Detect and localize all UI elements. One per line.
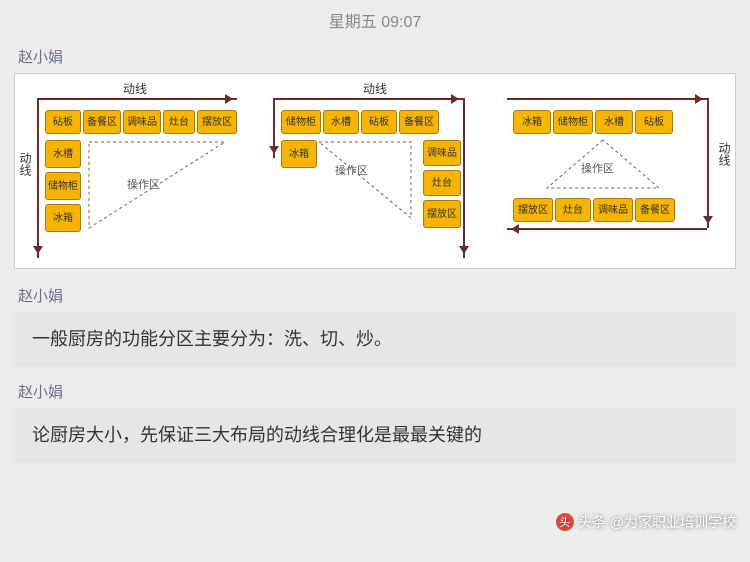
zone-box: 灶台 [423,170,461,196]
sender-name: 赵小娟 [0,379,750,408]
zone-box: 冰箱 [513,110,551,134]
zone-box: 调味品 [423,140,461,166]
flow-label: 动线 [123,80,147,97]
zone-box: 摆放区 [513,198,553,222]
zone-box: 储物柜 [45,172,81,200]
sender-name: 赵小娟 [0,44,750,73]
toutiao-icon: 头 [556,513,574,531]
zone-box: 砧板 [45,110,81,134]
watermark: 头 头条 @为家职业培训学校 [556,512,736,532]
zone-box: 摆放区 [197,110,237,134]
flow-label: 动线 [363,80,387,97]
layout-panel-l: 动线 动线 砧板 备餐区 调味品 灶台 摆放区 水槽 储物柜 冰箱 操作区 [19,82,251,262]
zone-box: 砧板 [635,110,673,134]
zone-box: 水槽 [45,140,81,168]
layout-panel-parallel: 动线 冰箱 储物柜 水槽 砧板 摆放区 灶台 调味品 备餐区 操作区 [499,82,731,262]
message-bubble: 一般厨房的功能分区主要分为：洗、切、炒。 [14,312,736,367]
message-bubble: 论厨房大小，先保证三大布局的动线合理化是最最关键的 [14,408,736,463]
work-label: 操作区 [581,160,614,176]
zone-box: 摆放区 [423,200,461,228]
zone-box: 灶台 [555,198,591,222]
zone-box: 水槽 [323,110,359,134]
zone-box: 备餐区 [399,110,439,134]
watermark-account: @为家职业培训学校 [610,512,736,532]
work-label: 操作区 [127,176,160,192]
flow-label-side: 动线 [716,142,733,166]
chat-timestamp: 星期五 09:07 [0,0,750,44]
zone-box: 水槽 [595,110,633,134]
zone-box: 调味品 [593,198,633,222]
sender-name: 赵小娟 [0,283,750,312]
work-triangle [311,138,421,228]
zone-box: 灶台 [163,110,195,134]
zone-box: 调味品 [123,110,161,134]
zone-box: 储物柜 [281,110,321,134]
zone-box: 备餐区 [83,110,121,134]
zone-box: 储物柜 [553,110,593,134]
zone-box: 备餐区 [635,198,675,222]
watermark-prefix: 头条 [578,512,606,532]
work-label: 操作区 [335,162,368,178]
layout-panel-u: 动线 储物柜 水槽 砧板 备餐区 冰箱 调味品 灶台 摆放区 操作区 [259,82,491,262]
flow-label-side: 动线 [17,152,34,176]
work-triangle [85,138,235,238]
zone-box: 砧板 [361,110,397,134]
kitchen-layout-diagram: 动线 动线 砧板 备餐区 调味品 灶台 摆放区 水槽 储物柜 冰箱 操作区 动线… [14,73,736,269]
zone-box: 冰箱 [45,204,81,232]
